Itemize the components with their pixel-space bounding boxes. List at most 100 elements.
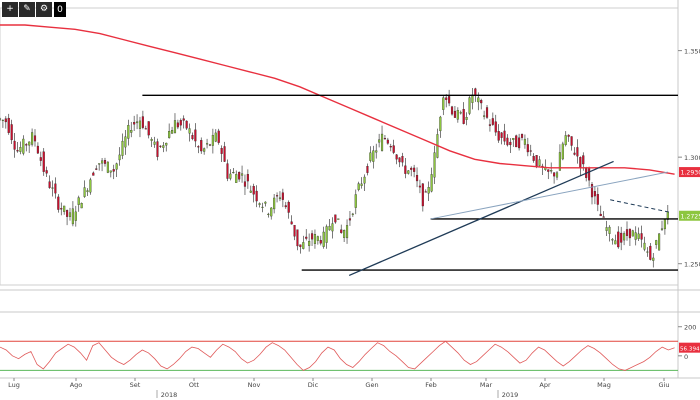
candle-up — [77, 197, 80, 205]
candle-down — [386, 139, 389, 144]
candle-up — [264, 201, 267, 204]
candle-down — [133, 122, 136, 125]
candle-up — [357, 183, 360, 190]
candle-down — [36, 145, 39, 154]
x-tick-label: Gen — [365, 381, 378, 389]
candle-down — [593, 191, 596, 197]
candle-up — [663, 219, 666, 230]
candle-up — [345, 225, 349, 239]
candle-up — [456, 110, 459, 120]
candle-down — [366, 166, 369, 173]
candle-down — [255, 190, 258, 202]
candle-up — [354, 194, 357, 208]
candle-down — [220, 148, 223, 154]
y-tick-label: 1.3000 — [684, 154, 700, 162]
candle-down — [13, 140, 16, 150]
candle-up — [22, 138, 25, 154]
candle-up — [162, 145, 165, 148]
candle-down — [246, 174, 249, 182]
candle-up — [325, 226, 328, 243]
candle-up — [211, 134, 214, 146]
candle-up — [430, 174, 433, 192]
x-tick-label: Dic — [308, 381, 319, 389]
candle-up — [369, 152, 372, 161]
crosshair-icon[interactable]: + — [2, 2, 18, 17]
candle-up — [363, 176, 366, 184]
candle-down — [4, 118, 7, 123]
candle-up — [375, 150, 378, 153]
x-tick-label: Nov — [248, 381, 261, 389]
candle-down — [599, 213, 602, 217]
candle-up — [31, 132, 34, 145]
candle-up — [101, 160, 104, 164]
candle-up — [351, 213, 354, 215]
candle-down — [16, 149, 19, 152]
settings-icon[interactable]: ⚙ — [36, 2, 52, 17]
candle-down — [418, 185, 422, 188]
candle-down — [450, 106, 454, 115]
x-tick-label: Ago — [70, 381, 83, 389]
ma200-line — [0, 24, 675, 175]
candle-down — [299, 244, 302, 248]
candle-down — [485, 107, 489, 118]
candle-down — [197, 146, 200, 148]
indicator-tick-label: 0 — [684, 353, 688, 361]
candle-down — [415, 174, 419, 182]
candle-up — [278, 197, 282, 200]
candle-up — [646, 251, 649, 253]
candle-down — [620, 232, 623, 243]
candle-down — [92, 172, 95, 176]
candle-down — [392, 145, 395, 153]
candle-down — [25, 144, 28, 146]
candle-down — [95, 168, 98, 170]
candle-up — [173, 120, 177, 134]
candle-down — [156, 141, 159, 157]
zero-button[interactable]: 0 — [54, 2, 66, 17]
candle-up — [138, 120, 142, 129]
candle-up — [652, 257, 655, 261]
candle-down — [66, 210, 69, 217]
candle-up — [322, 231, 325, 247]
candle-up — [106, 161, 109, 173]
last-price-badge-box — [679, 210, 700, 221]
candle-down — [588, 167, 591, 181]
candle-up — [115, 163, 118, 170]
candle-down — [185, 120, 188, 129]
x-tick-label: Apr — [539, 381, 551, 389]
candle-up — [360, 183, 363, 186]
x-tick-label: Mag — [597, 381, 611, 389]
main-plot-frame — [0, 7, 679, 286]
candle-up — [150, 139, 153, 141]
candle-up — [136, 121, 139, 124]
candle-down — [10, 124, 13, 141]
candle-down — [290, 221, 293, 225]
candle-down — [395, 154, 398, 160]
indicator-line — [0, 340, 675, 371]
candle-down — [398, 157, 401, 163]
candle-down — [389, 146, 392, 148]
candle-down — [334, 214, 337, 223]
candle-down — [491, 118, 494, 125]
candle-down — [305, 236, 308, 239]
x-tick-label: Lug — [8, 381, 20, 389]
candle-up — [232, 171, 235, 174]
candle-down — [596, 194, 599, 205]
candle-down — [532, 156, 535, 161]
candle-down — [48, 181, 51, 188]
draw-icon[interactable]: ✎ — [19, 2, 35, 17]
candle-up — [660, 228, 664, 230]
candle-up — [258, 203, 261, 205]
candle-up — [205, 143, 209, 145]
candle-down — [159, 145, 162, 147]
candle-up — [483, 115, 486, 117]
candle-down — [348, 218, 352, 221]
candle-up — [550, 170, 553, 172]
candle-up — [71, 208, 74, 225]
candle-down — [515, 135, 518, 148]
candle-down — [383, 138, 387, 140]
candle-down — [617, 231, 620, 248]
candle-down — [628, 228, 631, 239]
candle-down — [226, 163, 229, 179]
